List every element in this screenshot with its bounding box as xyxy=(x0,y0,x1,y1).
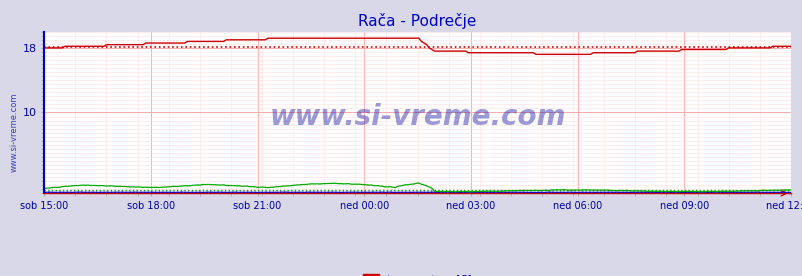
Text: www.si-vreme.com: www.si-vreme.com xyxy=(269,103,565,131)
Legend: temperatura [C], pretok [m3/s]: temperatura [C], pretok [m3/s] xyxy=(358,270,476,276)
Text: www.si-vreme.com: www.si-vreme.com xyxy=(10,93,18,172)
Title: Rača - Podrečje: Rača - Podrečje xyxy=(358,13,476,29)
